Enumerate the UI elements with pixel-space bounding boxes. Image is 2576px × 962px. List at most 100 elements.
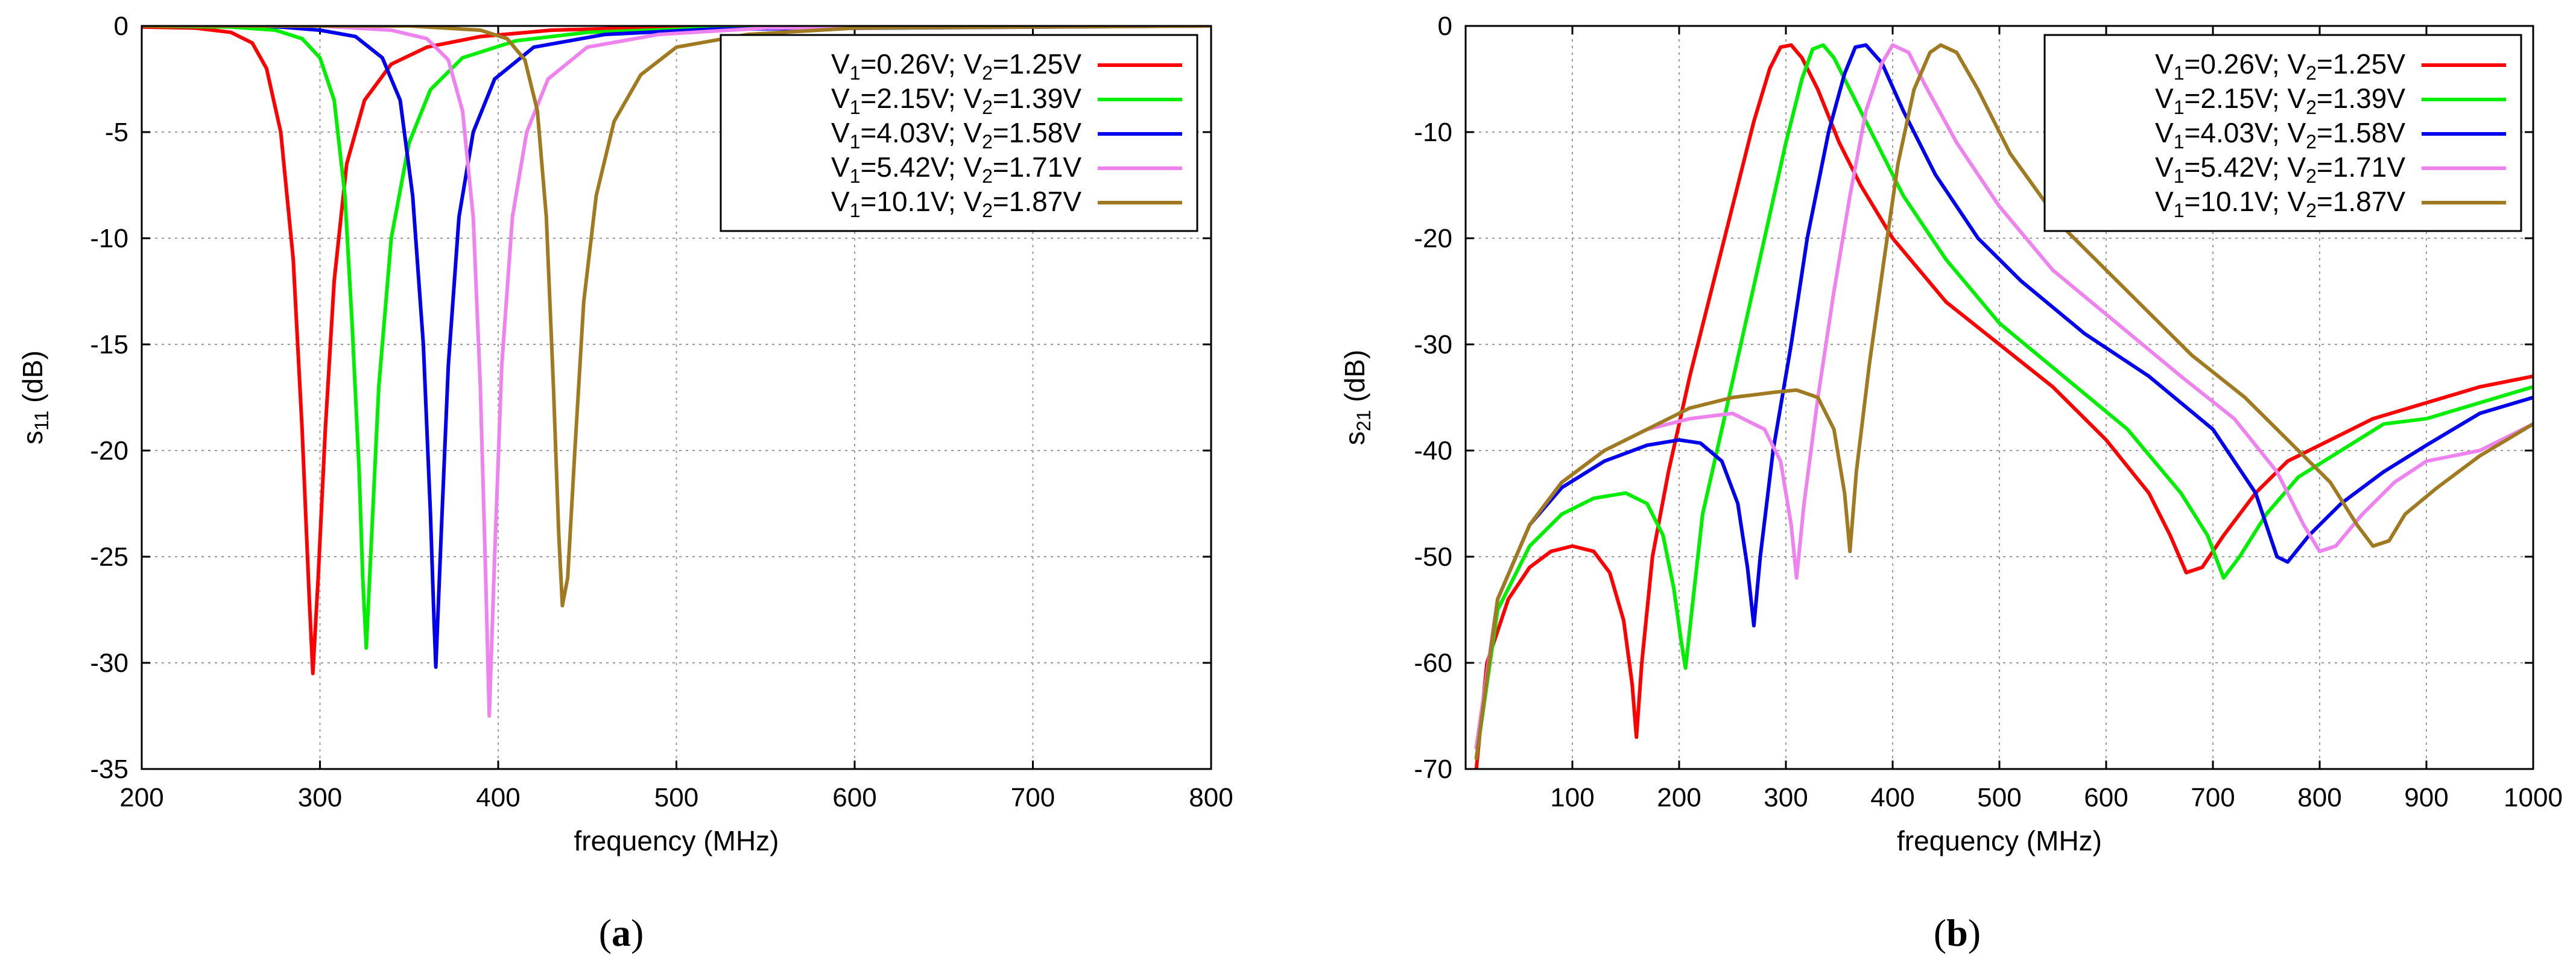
legend-v1-value: =10.1V; V [861, 186, 983, 217]
y-tick-label: 0 [114, 11, 128, 41]
series-line-5 [1474, 43, 2533, 761]
y-tick-label: -30 [1414, 330, 1452, 359]
legend-v1-subscript: 1 [2174, 165, 2185, 187]
y-axis-label-unit: (dB) [17, 350, 48, 411]
legend-v2-subscript: 2 [2306, 97, 2317, 118]
panel-label-letter: a [612, 911, 631, 954]
x-tick-label: 100 [1550, 783, 1594, 812]
legend-v2-subscript: 2 [982, 165, 993, 187]
legend-v1-symbol: V [831, 48, 850, 80]
legend-entry-label: V1=5.42V; V2=1.71V [2155, 151, 2405, 187]
x-tick-label: 700 [2191, 783, 2235, 812]
legend-v1-subscript: 1 [850, 131, 861, 153]
y-axis-label: s21 (dB) [1339, 350, 1375, 445]
legend-v2-subscript: 2 [2306, 131, 2317, 153]
series-line-4 [1474, 43, 2533, 750]
legend-v1-symbol: V [2155, 186, 2174, 217]
x-tick-label: 300 [1764, 783, 1808, 812]
x-tick-label: 600 [2084, 783, 2128, 812]
chart-panel-b: 100 200 300 400 500 600 700 800 900 1000 0 -10 -20 -3… [1339, 11, 2563, 954]
legend-v2-value: =1.87V [2317, 186, 2405, 217]
x-tick-label: 700 [1011, 783, 1055, 812]
panel-label: (a) [599, 911, 644, 954]
legend-v2-subscript: 2 [982, 97, 993, 118]
legend-v1-symbol: V [2155, 151, 2174, 183]
x-axis-label: frequency (MHz) [574, 825, 779, 856]
x-tick-label: 500 [1977, 783, 2021, 812]
legend-v1-symbol: V [831, 83, 850, 114]
legend-v1-symbol: V [831, 186, 850, 217]
legend-v1-subscript: 1 [2174, 97, 2185, 118]
legend-v2-subscript: 2 [2306, 165, 2317, 187]
legend-entry-label: V1=2.15V; V2=1.39V [831, 83, 1081, 118]
plot-frame [1464, 25, 2534, 770]
legend-v1-value: =2.15V; V [2185, 83, 2306, 114]
x-tick-label: 600 [832, 783, 876, 812]
series-line-2 [1474, 43, 2533, 761]
legend-v2-subscript: 2 [982, 62, 993, 84]
panel-label-letter: b [1946, 911, 1968, 954]
legend-v1-subscript: 1 [850, 97, 861, 118]
series-line-1 [1474, 43, 2533, 769]
y-tick-label: -20 [1414, 224, 1452, 253]
legend-v1-subscript: 1 [2174, 131, 2185, 153]
series-line-3 [1474, 43, 2533, 750]
y-tick-label: -10 [1414, 118, 1452, 147]
x-axis-label: frequency (MHz) [1897, 825, 2102, 856]
y-tick-label: -10 [90, 224, 128, 253]
legend-entry-label: V1=2.15V; V2=1.39V [2155, 83, 2405, 118]
legend-v2-value: =1.58V [2317, 117, 2405, 148]
x-tick-label: 800 [1189, 783, 1233, 812]
y-tick-label: -25 [90, 542, 128, 572]
legend-v1-symbol: V [831, 151, 850, 183]
x-tick-label: 400 [476, 783, 520, 812]
y-tick-label: -35 [90, 755, 128, 784]
legend-v1-symbol: V [2155, 48, 2174, 80]
x-tick-label: 900 [2404, 783, 2448, 812]
legend-v2-value: =1.39V [2317, 83, 2405, 114]
panel-label-paren-open: ( [1934, 911, 1946, 954]
x-tick-label: 200 [119, 783, 163, 812]
legend-entry-label: V1=4.03V; V2=1.58V [831, 117, 1081, 153]
panel-label-paren-close: ) [1968, 911, 1981, 954]
y-axis-label: s11 (dB) [17, 350, 52, 445]
panel-label: (b) [1934, 911, 1981, 954]
series-line-4 [142, 26, 1211, 718]
y-axis-label-main: s [1339, 431, 1370, 445]
y-axis-label-unit: (dB) [1339, 350, 1370, 410]
y-tick-label: -60 [1414, 648, 1452, 678]
x-tick-label: 800 [2297, 783, 2341, 812]
legend-v1-symbol: V [2155, 83, 2174, 114]
legend-v1-value: =0.26V; V [2185, 48, 2306, 80]
legend-v2-subscript: 2 [982, 131, 993, 153]
panel-label-paren-open: ( [599, 911, 612, 954]
legend-entry-label: V1=10.1V; V2=1.87V [2155, 186, 2405, 221]
y-tick-label: -20 [90, 436, 128, 466]
legend-v1-symbol: V [2155, 117, 2174, 148]
legend-v1-value: =2.15V; V [861, 83, 983, 114]
chart-panel-a: 200 300 400 500 600 700 800 0 -5 -10 -15 -20 -25 -30 -… [17, 11, 1233, 954]
series-line-2 [142, 26, 1211, 650]
x-tick-label: 400 [1870, 783, 1914, 812]
legend-v2-value: =1.39V [993, 83, 1081, 114]
legend-entry-label: V1=0.26V; V2=1.25V [831, 48, 1081, 84]
legend-v1-subscript: 1 [850, 62, 861, 84]
x-tick-label: 500 [654, 783, 698, 812]
legend-v1-symbol: V [831, 117, 850, 148]
y-tick-label: -70 [1414, 755, 1452, 784]
series-line-1 [142, 26, 1211, 676]
legend-entry-label: V1=4.03V; V2=1.58V [2155, 117, 2405, 153]
legend-v2-value: =1.58V [993, 117, 1081, 148]
legend-v2-subscript: 2 [2306, 62, 2317, 84]
x-tick-label: 1000 [2504, 783, 2563, 812]
legend-v2-value: =1.71V [993, 151, 1081, 183]
legend-v1-value: =4.03V; V [2185, 117, 2306, 148]
legend-v1-value: =5.42V; V [861, 151, 983, 183]
legend-entry-label: V1=0.26V; V2=1.25V [2155, 48, 2405, 84]
legend-v2-value: =1.87V [993, 186, 1081, 217]
legend-v2-subscript: 2 [2306, 200, 2317, 221]
x-tick-label: 200 [1657, 783, 1701, 812]
